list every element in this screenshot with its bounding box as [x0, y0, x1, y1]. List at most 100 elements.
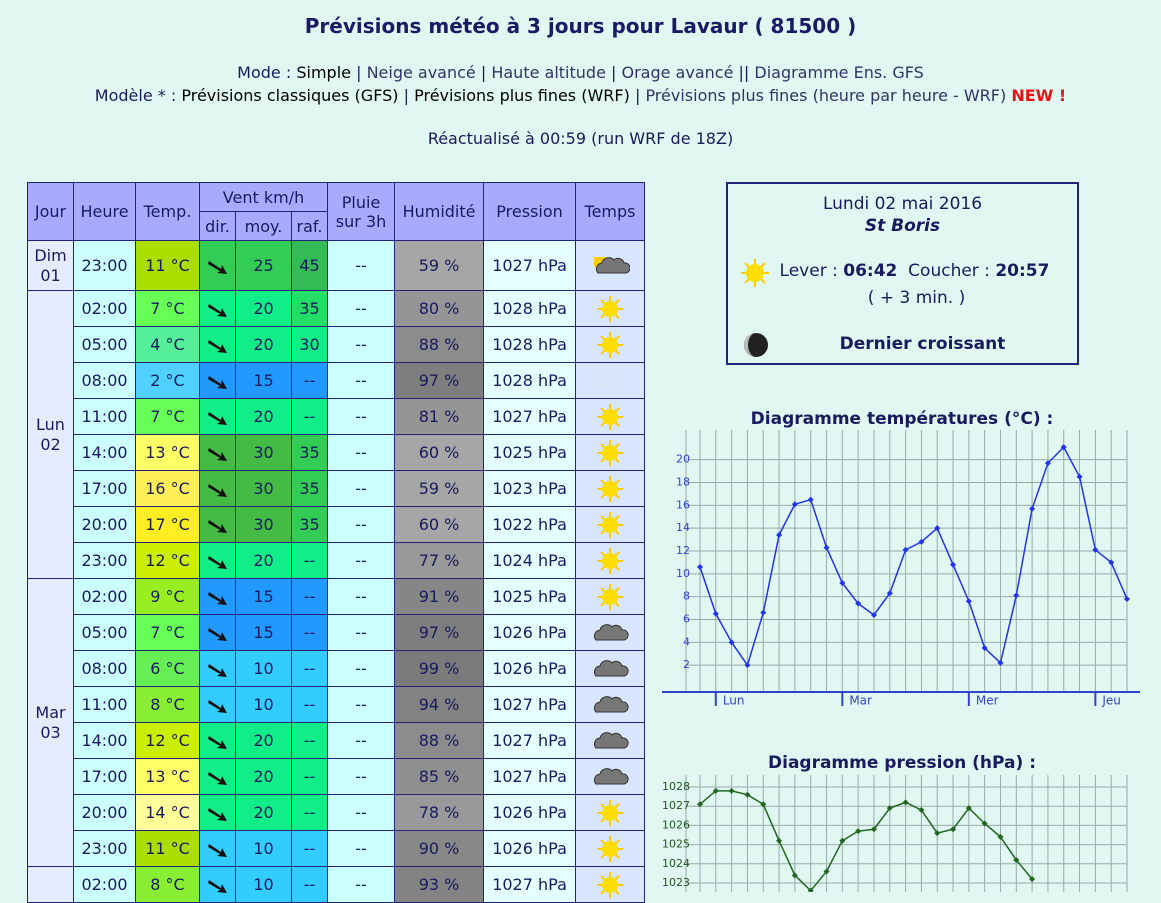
forecast-row: 11:00 8 °C 10 -- -- 94 % 1027 hPa — [28, 686, 646, 723]
hour-cell: 17:00 — [73, 470, 136, 507]
temp-cell: 12 °C — [135, 542, 200, 579]
humidity-cell: 59 % — [394, 240, 485, 291]
weather-icon — [597, 583, 624, 610]
y-tick-label: 1026 — [662, 818, 690, 831]
wind-mean-cell: 15 — [235, 614, 292, 651]
wind-arrow — [207, 411, 227, 425]
pressure-cell: 1026 hPa — [483, 830, 577, 867]
separator: | — [356, 63, 362, 82]
data-line — [699, 445, 1128, 667]
data-point — [697, 563, 703, 570]
data-point — [902, 546, 909, 553]
data-point — [1013, 592, 1020, 599]
wind-dir-cell — [199, 506, 236, 543]
model-link[interactable]: Prévisions classiques (GFS) — [181, 86, 399, 105]
model-link[interactable]: Prévisions plus fines (WRF) — [414, 86, 630, 105]
wind-gust-cell: -- — [290, 686, 329, 723]
wind-mean-cell: 25 — [235, 240, 292, 291]
x-tick-label: Lun — [723, 694, 745, 708]
sunrise-label: Lever : — [779, 261, 838, 281]
rain-cell: -- — [327, 830, 396, 867]
arrow — [207, 879, 227, 893]
weather-cell — [575, 830, 646, 867]
weather-icon — [597, 475, 624, 502]
sun — [602, 588, 619, 605]
arrow — [207, 483, 227, 497]
arrow — [207, 807, 227, 821]
chart-title: Diagramme pression (hPa) : — [768, 753, 1036, 773]
sun — [602, 408, 619, 425]
mode-link[interactable]: Haute altitude — [491, 63, 606, 82]
weather-cell — [575, 506, 646, 543]
weather-cell — [575, 650, 646, 687]
y-tick-label: 18 — [676, 476, 690, 489]
sun — [602, 552, 619, 569]
model-link[interactable]: Prévisions plus fines (heure par heure -… — [645, 86, 1007, 105]
day-number: 02 — [40, 434, 61, 454]
forecast-row: 08:00 6 °C 10 -- -- 99 % 1026 hPa — [28, 650, 646, 687]
rain-cell: -- — [327, 398, 396, 435]
arrow — [207, 555, 227, 569]
wind-arrow — [207, 260, 227, 274]
mode-link[interactable]: Diagramme Ens. GFS — [754, 63, 924, 82]
mode-line: Mode : Simple | Neige avancé | Haute alt… — [0, 63, 1161, 82]
wind-dir-cell — [199, 830, 236, 867]
y-tick-label: 2 — [683, 658, 690, 671]
data-point — [791, 501, 798, 508]
cloud — [594, 695, 629, 712]
wind-arrow — [207, 447, 227, 461]
sun-part — [594, 256, 607, 267]
y-tick-label: 20 — [676, 453, 690, 466]
rain-cell: -- — [327, 758, 396, 795]
day-delta: ( + 3 min. ) — [867, 288, 966, 308]
humidity-cell: 94 % — [394, 686, 485, 723]
data-point — [776, 837, 783, 844]
rain-cell: -- — [327, 722, 396, 759]
data-point — [950, 561, 957, 568]
wind-arrow — [207, 663, 227, 677]
weather-cell — [575, 290, 646, 327]
pressure-cell: 1028 hPa — [483, 290, 577, 327]
sun — [602, 876, 619, 893]
sun — [602, 840, 619, 857]
mode-link[interactable]: Orage avancé — [621, 63, 734, 82]
x-tick-label: Jeu — [1101, 694, 1121, 708]
separator: | — [403, 86, 409, 105]
weather-icon — [598, 374, 623, 387]
data-point — [1108, 559, 1115, 566]
wind-arrow — [207, 771, 227, 785]
data-point — [1013, 856, 1020, 863]
temp-cell: 13 °C — [135, 758, 200, 795]
mode-link[interactable]: Neige avancé — [366, 63, 476, 82]
data-point — [981, 645, 988, 652]
mode-link[interactable]: Simple — [296, 63, 351, 82]
wind-gust-cell: -- — [290, 722, 329, 759]
temp-cell: 13 °C — [135, 434, 200, 471]
hour-cell: 05:00 — [73, 326, 136, 363]
data-point — [1092, 546, 1099, 553]
arrow — [207, 735, 227, 749]
data-point — [855, 828, 862, 835]
hour-cell: 02:00 — [73, 290, 136, 327]
rain-cell: -- — [327, 240, 396, 291]
forecast-row: Dim 01 23:00 11 °C 25 45 -- 59 % 1027 hPa — [27, 240, 646, 291]
forecast-row: 11:00 7 °C 20 -- -- 81 % 1027 hPa — [28, 398, 646, 435]
rain-cell: -- — [327, 434, 396, 471]
wind-gust-cell: -- — [290, 830, 329, 867]
weather-cell — [575, 542, 646, 579]
rain-cell: -- — [327, 506, 396, 543]
humidity-cell: 60 % — [394, 434, 485, 471]
wind-gust-cell: -- — [290, 542, 329, 579]
x-tick-label: Mer — [976, 694, 999, 708]
y-tick-label: 8 — [683, 590, 690, 603]
wind-mean-cell: 15 — [235, 362, 292, 399]
chart-title: Diagramme températures (°C) : — [751, 409, 1054, 429]
day-name: Mar — [35, 702, 66, 722]
wind-dir-cell — [199, 686, 236, 723]
pressure-cell: 1027 hPa — [483, 240, 577, 291]
header-cell: Vent km/h — [198, 182, 329, 212]
wind-arrow — [207, 483, 227, 497]
sun — [602, 516, 619, 533]
